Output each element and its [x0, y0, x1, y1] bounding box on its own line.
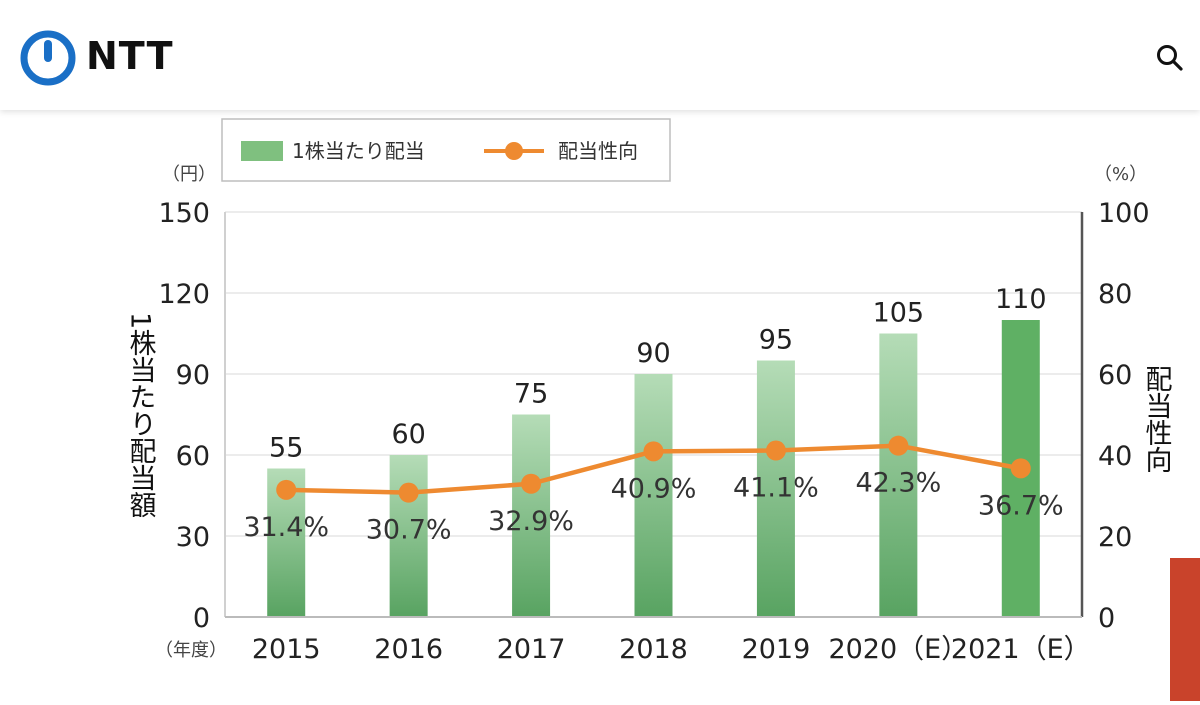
ratio-value-label: 32.9%: [488, 506, 574, 537]
x-tick-label: 2020（E）: [828, 634, 968, 665]
left-axis-unit: （円）: [162, 164, 216, 185]
y-tick-label: 90: [176, 360, 210, 391]
search-icon[interactable]: [1154, 42, 1186, 74]
line-series: [276, 435, 1031, 503]
bar-value-label: 55: [269, 433, 303, 464]
bar-value-label: 95: [759, 325, 793, 356]
dividend-chart: 1株当たり配当 配当性向 （円） （%） （年度） 1株当たり配当額 配当性向 …: [125, 118, 1173, 665]
ratio-point: [643, 441, 664, 462]
ratio-value-label: 42.3%: [855, 468, 941, 499]
legend-bar-label: 1株当たり配当: [292, 139, 425, 163]
bar: [756, 360, 795, 617]
x-tick-label: 2015: [252, 634, 321, 665]
legend-bar-swatch: [241, 141, 283, 161]
ratio-value-label: 41.1%: [733, 473, 819, 504]
y2-tick-label: 0: [1098, 603, 1115, 634]
bar: [512, 414, 551, 617]
ratio-value-label: 31.4%: [243, 512, 329, 543]
legend-line-marker: [505, 142, 523, 160]
y2-axis-title: 配当性向: [1141, 365, 1173, 473]
bar-value-label: 90: [636, 338, 670, 369]
bar: [389, 455, 428, 617]
side-tab[interactable]: [1170, 558, 1200, 701]
y-tick-label: 150: [158, 198, 210, 229]
ratio-point: [398, 482, 419, 503]
ratio-point: [888, 435, 909, 456]
y-tick-label: 120: [158, 279, 210, 310]
legend: 1株当たり配当 配当性向: [221, 118, 671, 182]
ratio-value-label: 36.7%: [978, 490, 1064, 521]
x-tick-label: 2018: [619, 634, 688, 665]
y-tick-label: 30: [176, 522, 210, 553]
ratio-point: [1010, 458, 1031, 479]
y2-tick-label: 20: [1098, 522, 1132, 553]
bar-series: [267, 320, 1040, 617]
ratio-point: [521, 473, 542, 494]
x-tick-label: 2021（E）: [951, 634, 1091, 665]
y-tick-label: 0: [193, 603, 210, 634]
legend-line-label: 配当性向: [558, 139, 638, 163]
x-tick-label: 2017: [497, 634, 566, 665]
bar-value-label: 60: [391, 419, 425, 450]
y-axis-title: 1株当たり配当額: [125, 312, 157, 518]
y2-tick-label: 40: [1098, 441, 1132, 472]
right-axis-unit: （%）: [1094, 164, 1147, 185]
y2-tick-label: 100: [1098, 198, 1150, 229]
y2-tick-label: 60: [1098, 360, 1132, 391]
x-tick-label: 2019: [742, 634, 811, 665]
ratio-point: [276, 479, 297, 500]
bar-value-label: 110: [995, 284, 1047, 315]
bar-value-label: 105: [873, 298, 925, 329]
x-tick-label: 2016: [374, 634, 443, 665]
site-header: NTT: [0, 0, 1200, 110]
ratio-value-label: 30.7%: [366, 515, 452, 546]
axes: 0 30 60 90 120 150 0 20 40 60 80 100 2015 2016 2017 201…: [158, 198, 1149, 665]
y-tick-label: 60: [176, 441, 210, 472]
ntt-logo-icon[interactable]: [20, 30, 76, 86]
data-labels: 55 60 75 90 95 105 110 31.4% 30.7% 32.9% 40.9% 41.1…: [243, 284, 1063, 546]
bar: [634, 374, 673, 617]
bar-value-label: 75: [514, 379, 548, 410]
chart-area: 1株当たり配当 配当性向 （円） （%） （年度） 1株当たり配当額 配当性向 …: [0, 110, 1200, 701]
x-axis-unit: （年度）: [155, 640, 227, 661]
logo-text[interactable]: NTT: [86, 34, 174, 78]
ratio-value-label: 40.9%: [611, 473, 697, 504]
y2-tick-label: 80: [1098, 279, 1132, 310]
bar: [879, 333, 918, 617]
ratio-point: [765, 440, 786, 461]
